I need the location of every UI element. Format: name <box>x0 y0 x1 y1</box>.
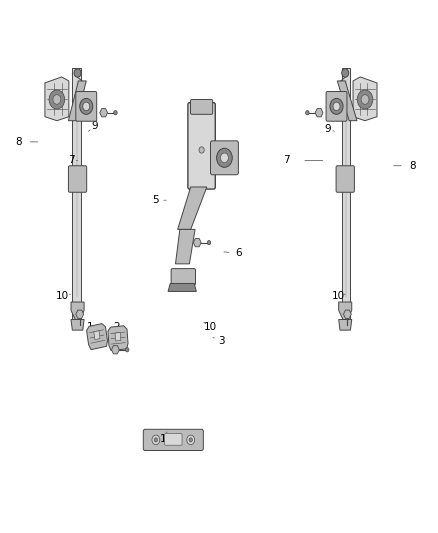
FancyBboxPatch shape <box>188 103 215 189</box>
Circle shape <box>83 102 90 111</box>
Text: 9: 9 <box>325 124 331 134</box>
Polygon shape <box>176 229 195 264</box>
Polygon shape <box>337 81 357 120</box>
FancyBboxPatch shape <box>143 429 203 450</box>
Circle shape <box>152 435 160 445</box>
Circle shape <box>187 435 194 445</box>
FancyBboxPatch shape <box>336 166 354 192</box>
Text: 10: 10 <box>332 290 345 301</box>
Text: 7: 7 <box>68 156 74 165</box>
FancyBboxPatch shape <box>191 100 213 114</box>
Circle shape <box>74 69 81 77</box>
Polygon shape <box>108 326 128 351</box>
Polygon shape <box>87 324 107 350</box>
Polygon shape <box>72 68 81 322</box>
Circle shape <box>220 153 228 163</box>
Circle shape <box>306 111 309 115</box>
FancyBboxPatch shape <box>326 92 347 121</box>
Polygon shape <box>115 333 121 341</box>
Text: 8: 8 <box>15 137 22 147</box>
Text: 10: 10 <box>204 322 217 333</box>
Polygon shape <box>315 109 323 117</box>
Text: 10: 10 <box>56 290 69 301</box>
Polygon shape <box>76 310 84 318</box>
FancyBboxPatch shape <box>211 141 238 175</box>
Polygon shape <box>353 77 377 120</box>
Circle shape <box>207 240 211 245</box>
Polygon shape <box>178 187 207 229</box>
Text: 4: 4 <box>110 338 117 349</box>
Polygon shape <box>71 319 84 330</box>
Polygon shape <box>342 68 350 322</box>
Circle shape <box>80 99 93 114</box>
Text: 9: 9 <box>92 121 98 131</box>
Polygon shape <box>193 238 201 247</box>
Circle shape <box>114 111 117 115</box>
Text: 6: 6 <box>235 248 242 259</box>
FancyBboxPatch shape <box>76 92 97 121</box>
Text: 3: 3 <box>218 336 225 346</box>
Polygon shape <box>339 302 352 319</box>
Polygon shape <box>112 345 119 354</box>
Polygon shape <box>94 330 100 340</box>
Polygon shape <box>168 284 196 292</box>
Circle shape <box>53 95 61 104</box>
Text: 1: 1 <box>87 322 94 333</box>
Text: 7: 7 <box>283 156 290 165</box>
Circle shape <box>342 69 349 77</box>
FancyBboxPatch shape <box>171 269 195 285</box>
Circle shape <box>125 348 129 352</box>
Circle shape <box>189 438 192 442</box>
Circle shape <box>357 90 373 109</box>
Text: 2: 2 <box>113 322 120 333</box>
Circle shape <box>49 90 65 109</box>
Polygon shape <box>68 81 86 120</box>
FancyBboxPatch shape <box>165 433 182 445</box>
Polygon shape <box>71 302 84 319</box>
Polygon shape <box>100 109 108 117</box>
Polygon shape <box>343 310 351 318</box>
Circle shape <box>154 438 158 442</box>
Polygon shape <box>45 77 69 120</box>
Circle shape <box>199 147 204 153</box>
Circle shape <box>330 99 343 114</box>
Text: 8: 8 <box>410 161 416 171</box>
Circle shape <box>361 95 369 104</box>
Text: 5: 5 <box>152 195 159 205</box>
Circle shape <box>333 102 340 111</box>
FancyBboxPatch shape <box>68 166 87 192</box>
Text: 11: 11 <box>160 434 173 444</box>
Circle shape <box>217 148 232 167</box>
Polygon shape <box>339 319 352 330</box>
